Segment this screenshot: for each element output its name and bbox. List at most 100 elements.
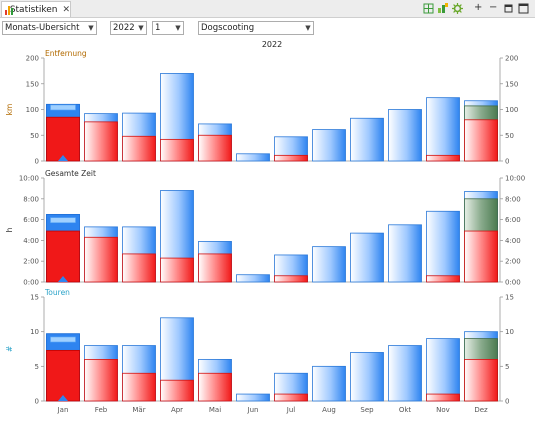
chevron-down-icon: ▼ xyxy=(175,24,181,32)
y-tick-label-left: 10:00 xyxy=(19,175,39,183)
bar-nov-series-0 xyxy=(426,97,460,162)
y-tick-label-left: 0:00 xyxy=(23,279,39,287)
bar-nov-series-0 xyxy=(426,210,460,283)
y-tick-label-left: 10 xyxy=(30,328,39,336)
bar-sep-series-0 xyxy=(350,117,384,162)
zoom-out-button[interactable]: − xyxy=(489,2,498,13)
bar-feb-series-1 xyxy=(84,236,118,283)
y-tick-label-right: 15 xyxy=(505,294,514,302)
view-select[interactable]: Monats-Übersicht ▼ xyxy=(2,21,97,35)
bar-aug-series-0 xyxy=(312,129,346,162)
filter-bar: Monats-Übersicht ▼ 2022 ▼ 1 ▼ Dogscootin… xyxy=(0,18,535,38)
number-select[interactable]: 1 ▼ xyxy=(152,21,184,35)
y-tick-label-right: 4:00 xyxy=(505,237,521,245)
y-tick-label-right: 5 xyxy=(505,363,509,371)
tab-statistiken[interactable]: Statistiken ✕ xyxy=(1,1,71,17)
x-tick-label-1: Feb xyxy=(95,406,108,414)
selection-marker xyxy=(50,336,76,343)
x-tick-label-2: Mär xyxy=(132,406,145,414)
x-tick-label-6: Jul xyxy=(286,406,296,414)
bar-mär-series-1 xyxy=(122,372,156,402)
bar-feb-series-1 xyxy=(84,121,118,162)
bar-aug-series-0 xyxy=(312,365,346,402)
y-axis-label: # xyxy=(5,346,14,352)
y-axis-label: h xyxy=(5,227,14,232)
x-tick-label-10: Nov xyxy=(436,406,450,414)
bar-selected-red xyxy=(46,349,80,402)
bar-mai-series-1 xyxy=(198,253,232,283)
bar-mär-series-1 xyxy=(122,253,156,283)
bar-sep-series-0 xyxy=(350,232,384,283)
y-tick-label-right: 10 xyxy=(505,328,514,336)
activity-select-value: Dogscooting xyxy=(201,23,255,33)
y-tick-label-left: 2:00 xyxy=(23,258,39,266)
bar-apr-series-1 xyxy=(160,379,194,402)
bar-nov-series-1 xyxy=(426,393,460,402)
activity-select[interactable]: Dogscooting ▼ xyxy=(198,21,314,35)
x-tick-label-3: Apr xyxy=(171,406,183,414)
bar-mai-series-1 xyxy=(198,372,232,402)
bar-okt-series-0 xyxy=(388,224,422,283)
bar-mai-series-1 xyxy=(198,134,232,162)
y-tick-label-right: 6:00 xyxy=(505,216,521,224)
y-tick-label-left: 6:00 xyxy=(23,216,39,224)
panel-title: Gesamte Zeit xyxy=(45,169,96,178)
y-tick-label-left: 200 xyxy=(26,55,39,63)
maximize-window-icon[interactable] xyxy=(518,3,529,14)
y-tick-label-left: 0 xyxy=(35,398,39,406)
zoom-in-button[interactable]: + xyxy=(474,2,483,13)
y-tick-label-right: 8:00 xyxy=(505,195,521,203)
number-select-value: 1 xyxy=(155,23,161,33)
y-tick-label-right: 200 xyxy=(505,55,518,63)
y-tick-label-left: 0 xyxy=(35,158,39,166)
bar-jun-series-0 xyxy=(236,153,270,162)
y-tick-label-right: 2:00 xyxy=(505,258,521,266)
y-tick-label-left: 100 xyxy=(26,106,39,114)
restore-window-icon[interactable] xyxy=(503,3,514,14)
selected-month-indicator xyxy=(58,395,68,401)
bar-nov-series-1 xyxy=(426,275,460,283)
chevron-down-icon: ▼ xyxy=(138,24,144,32)
tab-bar: Statistiken ✕ + − xyxy=(0,0,535,18)
bar-apr-series-1 xyxy=(160,138,194,162)
close-icon[interactable]: ✕ xyxy=(62,4,70,15)
y-axis-label: km xyxy=(5,104,14,116)
bar-chart-icon xyxy=(5,5,13,15)
bar-jul-series-1 xyxy=(274,154,308,162)
selection-marker xyxy=(50,104,76,111)
y-tick-label-left: 15 xyxy=(30,294,39,302)
view-select-value: Monats-Übersicht xyxy=(5,23,80,33)
x-tick-label-9: Okt xyxy=(399,406,412,414)
y-tick-label-right: 150 xyxy=(505,80,518,88)
y-tick-label-right: 10:00 xyxy=(505,175,525,183)
bar-mär-series-1 xyxy=(122,135,156,162)
y-tick-label-right: 0 xyxy=(505,158,509,166)
year-select[interactable]: 2022 ▼ xyxy=(110,21,147,35)
x-tick-label-7: Aug xyxy=(322,406,336,414)
bar-feb-series-1 xyxy=(84,358,118,402)
y-tick-label-left: 50 xyxy=(30,132,39,140)
panel-title: Touren xyxy=(44,288,70,297)
bar-dez-series-1-front xyxy=(464,119,498,162)
bar-selected-red xyxy=(46,116,80,162)
bar-dez-series-1-front xyxy=(464,230,498,283)
settings-gear-icon[interactable] xyxy=(452,3,463,14)
y-tick-label-left: 8:00 xyxy=(23,195,39,203)
bar-sep-series-0 xyxy=(350,352,384,402)
bar-jul-series-1 xyxy=(274,275,308,283)
selected-month-indicator xyxy=(58,276,68,282)
bar-nov-series-1 xyxy=(426,154,460,162)
chart-layout-icon[interactable] xyxy=(437,3,448,14)
y-tick-label-right: 100 xyxy=(505,106,518,114)
bar-jun-series-0 xyxy=(236,274,270,283)
x-tick-label-8: Sep xyxy=(360,406,374,414)
fit-zoom-icon[interactable] xyxy=(423,3,434,14)
x-tick-label-11: Dez xyxy=(474,406,488,414)
bar-aug-series-0 xyxy=(312,246,346,283)
panel-title: Entfernung xyxy=(45,49,87,58)
bar-dez-series-1-front xyxy=(464,358,498,402)
tab-label: Statistiken xyxy=(9,4,58,15)
y-tick-label-left: 150 xyxy=(26,80,39,88)
selected-month-indicator xyxy=(58,155,68,161)
